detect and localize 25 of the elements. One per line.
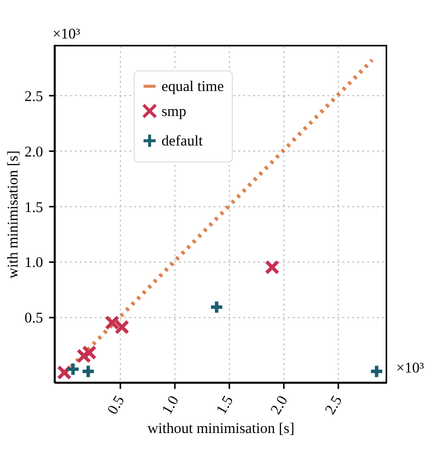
x-tick-label: 1.5: [214, 393, 237, 418]
y-axis-title: with minimisation [s]: [6, 150, 22, 279]
x-tick-label: 2.5: [322, 393, 346, 418]
point: [80, 364, 96, 379]
point: [56, 365, 72, 380]
point: [369, 364, 384, 379]
y-tick-label: 1.0: [24, 255, 44, 272]
text: ×10³: [396, 360, 425, 377]
point: [264, 260, 280, 275]
y-tick-label: 2.0: [24, 144, 44, 160]
point: [82, 345, 97, 360]
legend-label: equal time: [161, 79, 224, 96]
point: [209, 300, 224, 315]
point: [66, 362, 80, 377]
x-tick-label: 2.0: [268, 393, 292, 418]
legend-label: default: [161, 134, 204, 150]
y-tick-label: 1.5: [24, 200, 44, 216]
legend-label: smp: [161, 104, 186, 120]
x-tick-label: 0.5: [104, 393, 128, 418]
text: ×10³: [52, 26, 81, 43]
y-tick-label: 2.5: [24, 88, 44, 105]
point: [76, 348, 92, 364]
x-tick-label: 1.0: [159, 393, 182, 418]
x-axis-title: without minimisation [s]: [147, 420, 294, 437]
y-tick-label: 0.5: [24, 310, 44, 327]
